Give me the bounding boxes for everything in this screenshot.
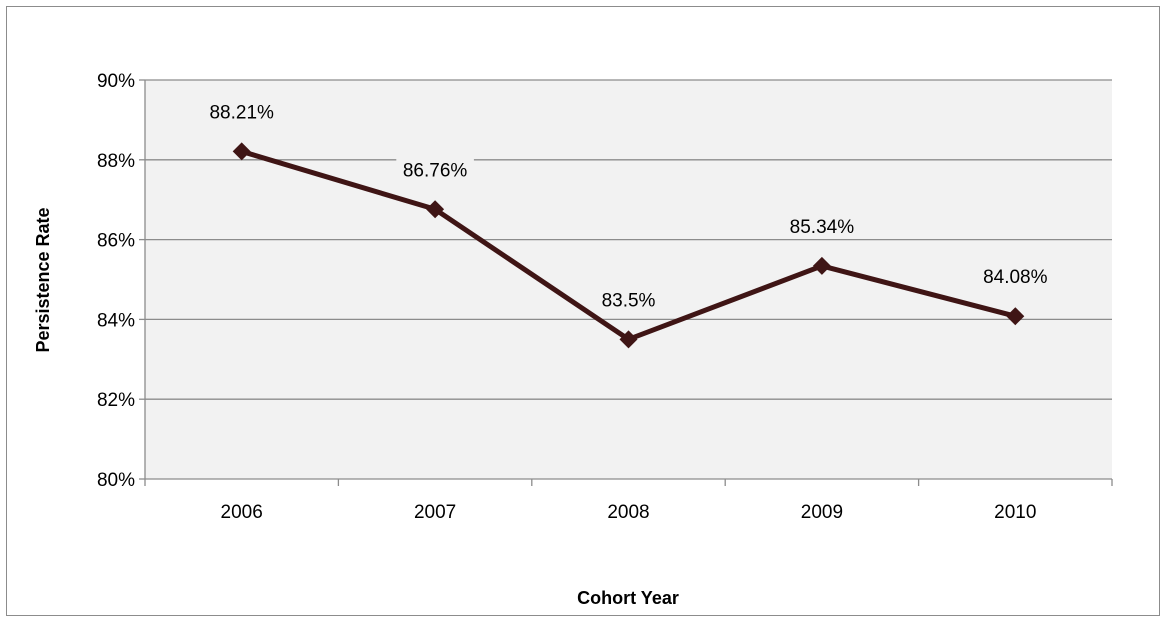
y-axis-ticks: 80% 82% 84% 86% 88% 90% — [97, 71, 145, 491]
y-tick-label-88: 88% — [97, 151, 135, 172]
x-tick-label-2007: 2007 — [414, 502, 456, 523]
y-tick-label-80: 80% — [97, 470, 135, 491]
data-label-bg-2009 — [783, 213, 861, 239]
data-label-2006: 88.21% — [209, 102, 274, 123]
x-tick-label-2010: 2010 — [994, 502, 1036, 523]
y-axis-title: Persistence Rate — [33, 207, 53, 352]
data-label-2008: 83.5% — [602, 290, 656, 311]
data-label-2010: 84.08% — [983, 267, 1048, 288]
y-tick-label-86: 86% — [97, 231, 135, 252]
data-labels: 88.21% 86.76% 83.5% 85.34% 84.08% — [202, 99, 1055, 313]
data-label-bg-2008 — [595, 287, 662, 313]
data-label-bg-2006 — [202, 99, 281, 125]
axes — [144, 80, 1112, 480]
y-tick-label-84: 84% — [97, 310, 135, 331]
y-tick-label-90: 90% — [97, 71, 135, 92]
plot-area — [145, 80, 1112, 479]
data-label-bg-2010 — [976, 264, 1055, 290]
x-tick-label-2009: 2009 — [801, 502, 843, 523]
y-tick-label-82: 82% — [97, 390, 135, 411]
data-point-2006 — [232, 142, 251, 161]
gridlines — [145, 79, 1112, 400]
data-label-2009: 85.34% — [790, 217, 855, 238]
x-tick-label-2008: 2008 — [607, 502, 649, 523]
series-markers — [232, 142, 1025, 349]
x-axis-ticks: 2006 2007 2008 2009 2010 — [144, 479, 1113, 523]
data-point-2010 — [1006, 307, 1025, 326]
plot-background — [145, 80, 1112, 479]
x-tick-label-2006: 2006 — [221, 502, 263, 523]
data-point-2009 — [812, 256, 831, 275]
data-label-bg-2007 — [396, 157, 474, 183]
data-point-2008 — [619, 330, 638, 349]
data-label-2007: 86.76% — [403, 160, 468, 181]
data-point-2007 — [426, 200, 445, 219]
x-axis-title: Cohort Year — [577, 588, 679, 608]
